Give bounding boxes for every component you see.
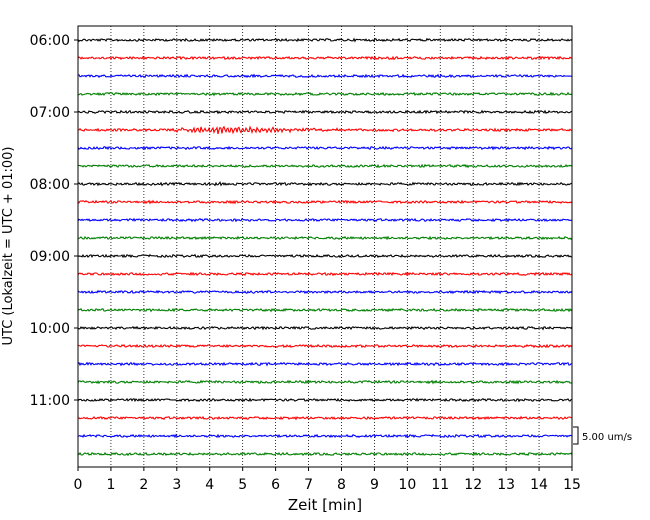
trace-line bbox=[77, 109, 573, 115]
x-tick-label: 12 bbox=[464, 477, 482, 493]
traces bbox=[77, 37, 573, 457]
trace-line bbox=[77, 199, 573, 205]
trace-line bbox=[77, 55, 573, 61]
trace-line bbox=[77, 397, 573, 403]
x-tick-label: 14 bbox=[530, 477, 548, 493]
x-tick-label: 2 bbox=[139, 477, 148, 493]
y-tick-label: 08:00 bbox=[30, 177, 70, 193]
x-tick-label: 3 bbox=[172, 477, 181, 493]
trace-line bbox=[77, 307, 573, 313]
x-axis-label: Zeit [min] bbox=[288, 496, 362, 514]
y-ticks: 06:00 07:00 08:00 09:00 10:00 11:00 bbox=[30, 33, 78, 409]
x-tick-label: 0 bbox=[74, 477, 83, 493]
x-tick-label: 11 bbox=[431, 477, 449, 493]
y-tick-label: 10:00 bbox=[30, 321, 70, 337]
x-tick-label: 13 bbox=[497, 477, 515, 493]
trace-line bbox=[77, 415, 573, 421]
trace-line bbox=[77, 289, 573, 295]
trace-line bbox=[77, 253, 573, 259]
trace-line bbox=[77, 433, 573, 439]
trace-line bbox=[77, 125, 573, 135]
scale-bar-bracket bbox=[573, 426, 579, 445]
trace-line bbox=[77, 451, 573, 457]
x-tick-label: 15 bbox=[563, 477, 581, 493]
trace-line bbox=[77, 325, 573, 331]
y-axis-label: UTC (Lokalzeit = UTC + 01:00) bbox=[1, 147, 16, 346]
trace-line bbox=[77, 235, 573, 241]
y-tick-label: 06:00 bbox=[30, 33, 70, 49]
x-ticks: 0 1 2 3 4 5 6 7 8 9 10 11 12 13 14 15 bbox=[74, 467, 581, 493]
trace-line bbox=[77, 379, 573, 385]
trace-line bbox=[77, 163, 573, 169]
y-tick-label: 11:00 bbox=[30, 393, 70, 409]
plot-frame bbox=[77, 25, 573, 468]
x-tick-label: 1 bbox=[106, 477, 115, 493]
trace-line bbox=[77, 145, 573, 151]
x-tick-label: 6 bbox=[271, 477, 280, 493]
x-tick-label: 4 bbox=[205, 477, 214, 493]
y-tick-label: 09:00 bbox=[30, 249, 70, 265]
trace-line bbox=[77, 343, 573, 349]
trace-line bbox=[77, 37, 573, 43]
x-tick-label: 10 bbox=[398, 477, 416, 493]
x-tick-label: 9 bbox=[370, 477, 379, 493]
scale-bar-label: 5.00 um/s bbox=[582, 432, 632, 443]
trace-line bbox=[77, 73, 573, 79]
trace-line bbox=[77, 271, 573, 277]
trace-line bbox=[77, 217, 573, 223]
trace-line bbox=[77, 361, 573, 367]
trace-line bbox=[77, 181, 573, 187]
x-tick-label: 7 bbox=[304, 477, 313, 493]
y-tick-label: 07:00 bbox=[30, 105, 70, 121]
x-tick-label: 8 bbox=[337, 477, 346, 493]
x-tick-label: 5 bbox=[238, 477, 247, 493]
scale-bar: 5.00 um/s bbox=[573, 426, 632, 445]
trace-line bbox=[77, 91, 573, 97]
